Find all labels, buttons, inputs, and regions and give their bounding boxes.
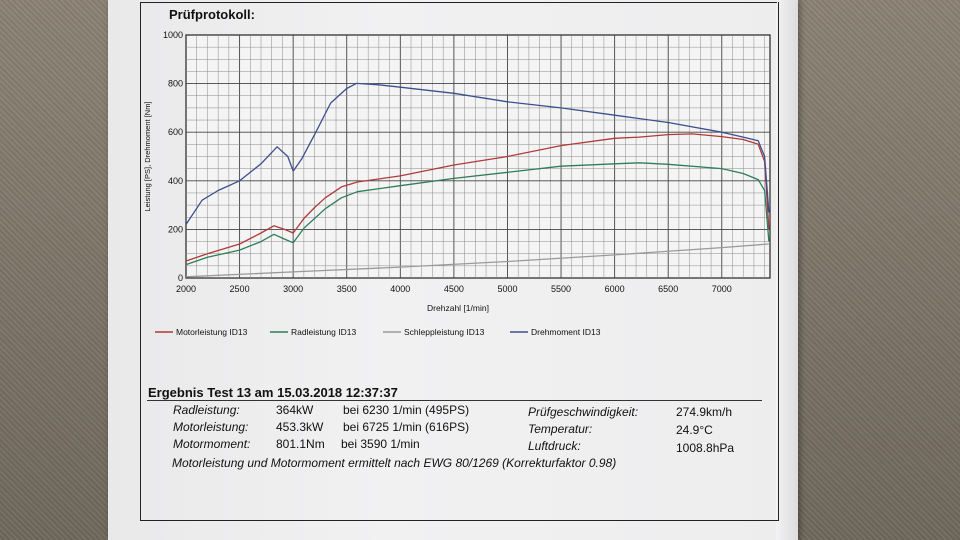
series-line-2 <box>185 243 769 278</box>
series-line-1 <box>185 162 770 266</box>
x-tick-label: 3000 <box>283 284 303 294</box>
x-tick-label: 4500 <box>444 284 464 294</box>
condition-label-speed: Prüfgeschwindigkeit: <box>528 405 639 419</box>
results-heading: Ergebnis Test 13 am 15.03.2018 12:37:37 <box>148 385 398 400</box>
condition-value-temperature: 24.9°C <box>676 423 713 437</box>
y-tick-label: 1000 <box>163 30 183 40</box>
x-axis-label: Drehzahl [1/min] <box>427 303 489 313</box>
x-tick-label: 2500 <box>230 284 250 294</box>
x-tick-label: 6000 <box>605 284 625 294</box>
x-tick-label: 6500 <box>658 284 678 294</box>
x-tick-label: 3500 <box>337 284 357 294</box>
legend-label-1: Radleistung ID13 <box>291 327 356 337</box>
result-value-radleistung: 364kW <box>276 403 314 417</box>
condition-value-pressure: 1008.8hPa <box>676 441 735 455</box>
chart-grid <box>185 34 771 279</box>
result-detail-motormoment: bei 3590 1/min <box>341 437 420 451</box>
y-tick-label: 600 <box>168 127 183 137</box>
result-value-motormoment: 801.1Nm <box>276 437 325 451</box>
y-axis-label: Leistung [PS], Drehmoment [Nm] <box>143 101 152 211</box>
result-label-motorleistung: Motorleistung: <box>173 420 249 434</box>
header-rule <box>140 2 777 3</box>
x-tick-label: 5500 <box>551 284 571 294</box>
condition-label-pressure: Luftdruck: <box>528 439 581 453</box>
legend-label-3: Drehmoment ID13 <box>531 327 601 337</box>
legend-label-0: Motorleistung ID13 <box>176 327 248 337</box>
result-label-radleistung: Radleistung: <box>173 403 240 417</box>
result-label-motormoment: Motormoment: <box>173 437 251 451</box>
chart-axes: 0 200 400 600 800 1000 2000 2500 3000 3500 4000 450… <box>143 30 732 313</box>
x-tick-label: 7000 <box>712 284 732 294</box>
results-note: Motorleistung und Motormoment ermittelt … <box>172 456 617 470</box>
y-tick-label: 0 <box>178 273 183 283</box>
result-detail-radleistung: bei 6230 1/min (495PS) <box>343 403 470 417</box>
result-detail-motorleistung: bei 6725 1/min (616PS) <box>343 420 470 434</box>
series-line-0 <box>185 133 770 262</box>
x-tick-label: 2000 <box>176 284 196 294</box>
results-rule <box>147 400 762 401</box>
protocol-frame <box>140 2 779 521</box>
y-tick-label: 800 <box>168 79 183 89</box>
result-value-motorleistung: 453.3kW <box>276 420 324 434</box>
chart-series <box>185 82 770 278</box>
chart-legend: Motorleistung ID13 Radleistung ID13 Schlep… <box>155 327 601 337</box>
legend-label-2: Schleppleistung ID13 <box>404 327 485 337</box>
x-tick-label: 4000 <box>390 284 410 294</box>
condition-value-speed: 274.9km/h <box>676 405 733 419</box>
series-line-3 <box>185 82 770 225</box>
protocol-title: Prüfprotokoll: <box>169 7 255 22</box>
y-tick-label: 400 <box>168 176 183 186</box>
sheet-edge <box>776 0 798 540</box>
x-tick-label: 5000 <box>497 284 517 294</box>
y-tick-label: 200 <box>168 224 183 234</box>
condition-label-temperature: Temperatur: <box>528 422 593 436</box>
